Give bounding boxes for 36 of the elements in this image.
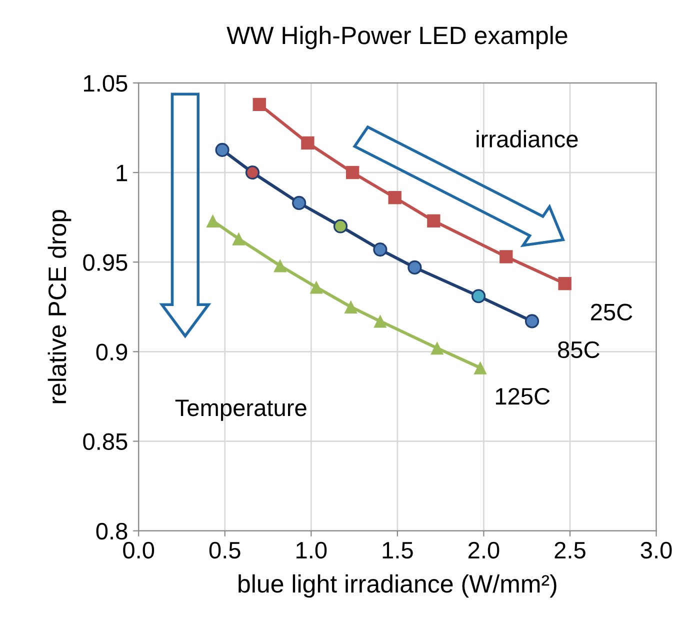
point: [301, 136, 314, 150]
point: [206, 214, 220, 228]
series-label: 125C: [496, 388, 550, 405]
point: [388, 191, 402, 204]
x-axis-title: blue light irradiance (W/mm²): [238, 574, 556, 598]
point: [430, 341, 444, 355]
point: [232, 232, 246, 246]
y-tick-label: 1.05: [84, 75, 128, 92]
series-label: 85C: [558, 341, 600, 358]
y-tick-label: 1: [116, 164, 128, 182]
point: [344, 300, 358, 314]
x-tick-label: 2.5: [554, 542, 586, 559]
chart-title: WW High-Power LED example: [226, 26, 568, 50]
point: [274, 259, 287, 272]
y-tick-label: 0.95: [83, 254, 128, 271]
y-tick-label: 0.9: [96, 344, 128, 360]
x-tick-label: 0.5: [209, 542, 240, 559]
y-tick-label: 0.8: [96, 522, 128, 540]
point: [474, 361, 487, 374]
point: [346, 166, 360, 180]
point: [252, 98, 266, 112]
y-tick-label: 0.85: [83, 433, 128, 450]
point: [374, 314, 387, 328]
y-axis-title: relative PCE drop: [48, 210, 72, 404]
x-tick-label: 2.0: [468, 542, 500, 559]
annotation: Temperature: [175, 400, 306, 421]
series-label: 25C: [591, 304, 632, 320]
point: [558, 277, 572, 290]
point: [310, 280, 323, 294]
annotation: irradiance: [476, 130, 578, 148]
point: [427, 214, 440, 228]
x-tick-label: 0.0: [123, 542, 154, 559]
point: [500, 250, 513, 264]
x-tick-label: 3.0: [640, 542, 672, 559]
x-tick-label: 1.5: [382, 542, 413, 559]
x-tick-label: 1.0: [296, 542, 327, 559]
